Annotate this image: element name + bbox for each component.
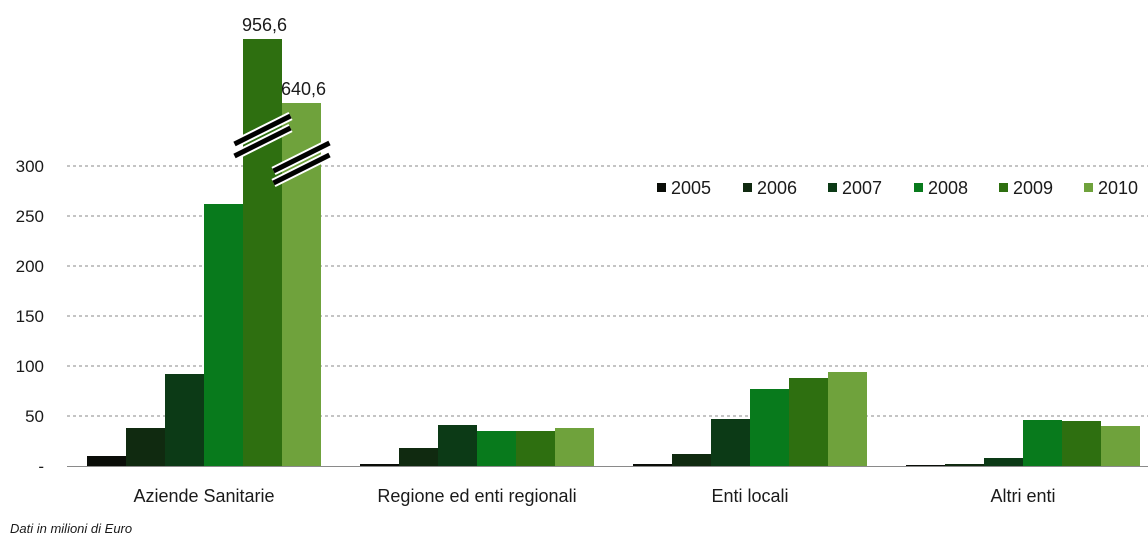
x-axis-category-labels: Aziende Sanitarie Regione ed enti regiona… (133, 486, 1055, 506)
bar-2005-regione-ed-enti-regionali (360, 464, 399, 466)
bar-2006-enti-locali (672, 454, 711, 466)
legend-swatch-2007 (828, 183, 837, 192)
data-label-2010: 640,6 (281, 79, 326, 99)
y-axis-tick-labels: - 50 100 150 200 250 300 (16, 157, 44, 476)
bar-2006-altri-enti (945, 464, 984, 466)
category-label: Enti locali (711, 486, 788, 506)
axis-break-mark (272, 152, 331, 186)
bar-2008-aziende-sanitarie (204, 204, 243, 466)
y-tick-label: 200 (16, 257, 44, 276)
legend-label-2008: 2008 (928, 178, 968, 198)
bar-2006-aziende-sanitarie (126, 428, 165, 466)
bar-2010-enti-locali (828, 372, 867, 466)
y-tick-label: 300 (16, 157, 44, 176)
legend-label-2010: 2010 (1098, 178, 1138, 198)
bar-2010-altri-enti (1101, 426, 1140, 466)
bar-2007-altri-enti (984, 458, 1023, 466)
bar-2009-aziende-sanitarie (243, 39, 282, 466)
y-tick-label: 150 (16, 307, 44, 326)
y-tick-label: 100 (16, 357, 44, 376)
data-label-2009: 956,6 (242, 15, 287, 35)
legend-swatch-2008 (914, 183, 923, 192)
axis-break-marks (232, 111, 332, 188)
bar-2008-enti-locali (750, 389, 789, 466)
bar-2008-regione-ed-enti-regionali (477, 431, 516, 466)
legend-swatch-2005 (657, 183, 666, 192)
legend-swatch-2010 (1084, 183, 1093, 192)
category-label: Aziende Sanitarie (133, 486, 274, 506)
category-label: Altri enti (990, 486, 1055, 506)
bar-2007-regione-ed-enti-regionali (438, 425, 477, 466)
axis-break-mark (233, 125, 292, 159)
y-tick-label: 250 (16, 207, 44, 226)
legend-label-2007: 2007 (842, 178, 882, 198)
bar-2007-enti-locali (711, 419, 750, 466)
axis-break-mark (233, 113, 292, 147)
bar-2005-altri-enti (906, 465, 945, 466)
footnote: Dati in milioni di Euro (10, 521, 133, 536)
legend-label-2009: 2009 (1013, 178, 1053, 198)
legend-swatch-2006 (743, 183, 752, 192)
y-tick-label: 50 (25, 407, 44, 426)
axis-break-mark (272, 140, 331, 174)
bar-2006-regione-ed-enti-regionali (399, 448, 438, 466)
legend-swatch-2009 (999, 183, 1008, 192)
bar-2010-regione-ed-enti-regionali (555, 428, 594, 466)
legend-label-2006: 2006 (757, 178, 797, 198)
bar-2009-enti-locali (789, 378, 828, 466)
bars (87, 39, 1140, 466)
bar-2009-altri-enti (1062, 421, 1101, 466)
y-tick-label: - (38, 457, 44, 476)
legend-label-2005: 2005 (671, 178, 711, 198)
legend: 2005 2006 2007 2008 2009 2010 (657, 178, 1138, 198)
bar-2005-enti-locali (633, 464, 672, 466)
bar-2007-aziende-sanitarie (165, 374, 204, 466)
data-labels: 956,6 640,6 (242, 15, 326, 99)
bar-2009-regione-ed-enti-regionali (516, 431, 555, 466)
category-label: Regione ed enti regionali (377, 486, 576, 506)
bar-2005-aziende-sanitarie (87, 456, 126, 466)
bar-2008-altri-enti (1023, 420, 1062, 466)
